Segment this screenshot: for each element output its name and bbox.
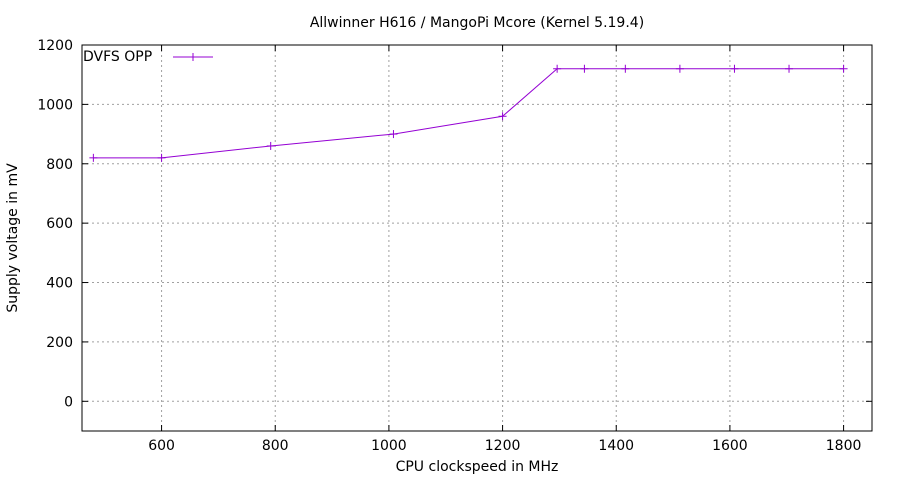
x-tick-label: 1800 <box>826 438 862 454</box>
y-tick-label: 1000 <box>37 97 73 113</box>
data-point <box>785 64 794 73</box>
data-point <box>839 64 848 73</box>
y-tick-label: 1200 <box>37 38 73 54</box>
y-tick-label: 200 <box>46 335 73 351</box>
y-tick-label: 400 <box>46 276 73 292</box>
y-tick-label: 0 <box>64 394 73 410</box>
legend: DVFS OPP <box>83 49 213 65</box>
x-tick-label: 1600 <box>712 438 748 454</box>
data-point <box>553 64 562 73</box>
y-tick-label: 600 <box>46 216 73 232</box>
series-line <box>93 68 844 159</box>
x-tick-label: 1200 <box>485 438 521 454</box>
x-axis-label: CPU clockspeed in MHz <box>396 459 559 475</box>
legend-marker <box>189 53 197 61</box>
data-point <box>266 141 275 150</box>
x-tick-label: 1000 <box>371 438 407 454</box>
data-point <box>730 64 739 73</box>
data-point <box>498 112 507 121</box>
data-point <box>157 153 166 162</box>
y-axis-label: Supply voltage in mV <box>5 163 21 313</box>
data-point <box>89 153 98 162</box>
legend-label: DVFS OPP <box>83 49 152 65</box>
plot-frame <box>81 44 873 432</box>
data-point <box>580 64 589 73</box>
chart-title: Allwinner H616 / MangoPi Mcore (Kernel 5… <box>310 15 644 31</box>
axis-ticks: 600 800 1000 1200 1400 1600 1800 0 200 400 600 800 1… <box>37 38 872 454</box>
x-tick-label: 600 <box>148 438 175 454</box>
y-tick-label: 800 <box>46 157 73 173</box>
data-point <box>389 130 398 139</box>
series-layer <box>89 64 848 162</box>
x-tick-label: 1400 <box>598 438 634 454</box>
grid <box>82 44 872 431</box>
x-tick-label: 800 <box>262 438 289 454</box>
data-point <box>621 64 630 73</box>
data-point <box>675 64 684 73</box>
